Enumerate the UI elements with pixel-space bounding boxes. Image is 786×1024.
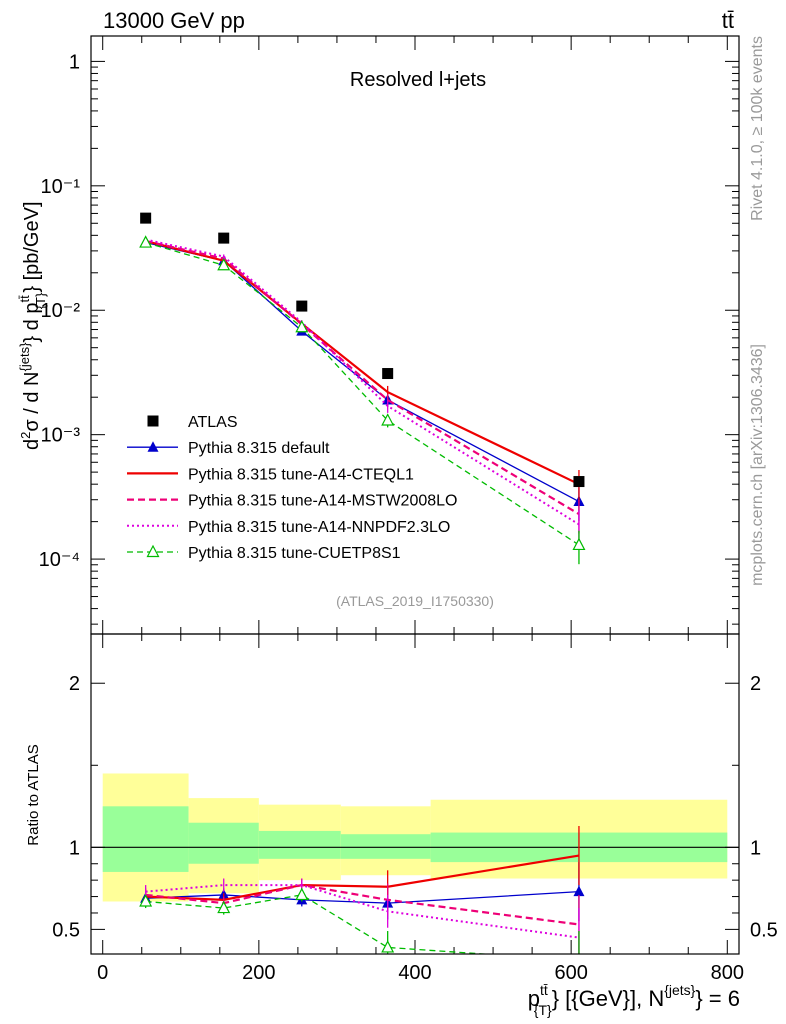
ratio-plot-panel: 2 21 10.5 0.5 0 200 400 600 800 Ratio to ATLAS … bbox=[25, 633, 778, 1018]
x-tick-label: 0 bbox=[97, 962, 108, 984]
atlas-data-point bbox=[296, 300, 308, 312]
ratio-data-point bbox=[381, 940, 395, 953]
header-process-label: tt̄ bbox=[722, 8, 734, 33]
ratio-data-point bbox=[139, 894, 153, 907]
side-rivet-version: Rivet 4.1.0, ≥ 100k events bbox=[749, 36, 766, 221]
main-data-layer bbox=[139, 212, 586, 565]
y-tick-label: 10⁻³ bbox=[41, 425, 81, 447]
main-y-axis-label: d2σ / d N{jets}} d ptt̄{T}} [pb/GeV] bbox=[17, 202, 48, 451]
legend-marker bbox=[146, 544, 160, 558]
side-mcplots-reference: mcplots.cern.ch [arXiv:1306.3436] bbox=[749, 344, 766, 586]
atlas-data-point bbox=[140, 212, 152, 224]
main-data-point bbox=[217, 257, 231, 271]
x-tick-label: 800 bbox=[711, 962, 744, 984]
ratio-y-tick-label: 0.5 bbox=[52, 919, 80, 941]
legend-marker bbox=[147, 441, 159, 452]
ratio-x-tick-labels: 0 200 400 600 800 bbox=[97, 962, 744, 984]
ratio-data-point bbox=[217, 900, 231, 914]
uncertainty-band-inner bbox=[258, 830, 341, 859]
ratio-data-point bbox=[573, 885, 585, 897]
legend: ATLAS Pythia 8.315 default Pythia 8.315 tu… bbox=[127, 414, 457, 562]
uncertainty-band-inner bbox=[102, 806, 189, 872]
ratio-plot-frame bbox=[90, 633, 740, 955]
x-axis-label: ptt̄ {T}} [{GeV}], N{jets}} = 6 bbox=[528, 982, 740, 1018]
x-tick-label: 200 bbox=[242, 962, 275, 984]
legend-entry: Pythia 8.315 tune-CUETP8S1 bbox=[188, 545, 401, 562]
legend-entry: Pythia 8.315 default bbox=[188, 440, 330, 457]
ratio-data-layer bbox=[139, 826, 585, 954]
main-y-tick-labels: 1 10⁻¹ 10⁻² 10⁻³ 10⁻⁴ bbox=[39, 51, 81, 571]
legend-marker bbox=[147, 415, 159, 427]
legend-entry: Pythia 8.315 tune-A14-MSTW2008LO bbox=[188, 493, 457, 510]
ratio-y-tick-label: 1 bbox=[69, 837, 80, 859]
legend-entry: Pythia 8.315 tune-A14-CTEQL1 bbox=[188, 466, 414, 483]
y-tick-label: 10⁻² bbox=[41, 300, 81, 322]
legend-entry: Pythia 8.315 tune-A14-NNPDF2.3LO bbox=[188, 519, 450, 536]
main-data-point bbox=[295, 319, 309, 333]
main-data-point bbox=[572, 537, 586, 551]
ratio-y-tick-label-right: 1 bbox=[750, 837, 761, 859]
y-tick-label: 1 bbox=[69, 51, 80, 73]
atlas-data-point bbox=[382, 368, 394, 380]
x-tick-label: 600 bbox=[554, 962, 587, 984]
ratio-series-line bbox=[145, 890, 579, 904]
plot-title: Resolved l+jets bbox=[350, 69, 486, 91]
ratio-y-tick-label-right: 2 bbox=[750, 673, 761, 695]
ratio-y-tick-labels: 2 2 1 1 0.5 0.5 bbox=[52, 673, 778, 941]
main-axis-ticks bbox=[91, 36, 739, 634]
ratio-y-axis-label: Ratio to ATLAS bbox=[25, 744, 42, 845]
ratio-series-line bbox=[145, 894, 493, 954]
uncertainty-band-inner bbox=[340, 834, 431, 859]
atlas-data-point bbox=[218, 232, 230, 244]
ratio-y-tick-label-right: 0.5 bbox=[750, 919, 778, 941]
y-tick-label: 10⁻¹ bbox=[41, 176, 81, 198]
uncertainty-band-inner bbox=[188, 822, 259, 864]
main-data-point bbox=[381, 413, 395, 426]
analysis-label: (ATLAS_2019_I1750330) bbox=[336, 593, 494, 609]
y-tick-label: 10⁻⁴ bbox=[39, 549, 80, 571]
x-tick-label: 400 bbox=[398, 962, 431, 984]
ratio-y-tick-label: 2 bbox=[69, 673, 80, 695]
header-energy-label: 13000 GeV pp bbox=[103, 8, 245, 33]
main-data-point bbox=[139, 235, 153, 248]
atlas-data-point bbox=[573, 476, 585, 488]
ratio-data-point bbox=[295, 887, 309, 901]
main-plot-panel: 1 10⁻¹ 10⁻² 10⁻³ 10⁻⁴ Resolved l+jets (ATLAS… bbox=[17, 35, 740, 635]
legend-entry: ATLAS bbox=[188, 414, 238, 431]
ratio-axis-ticks bbox=[91, 634, 739, 954]
